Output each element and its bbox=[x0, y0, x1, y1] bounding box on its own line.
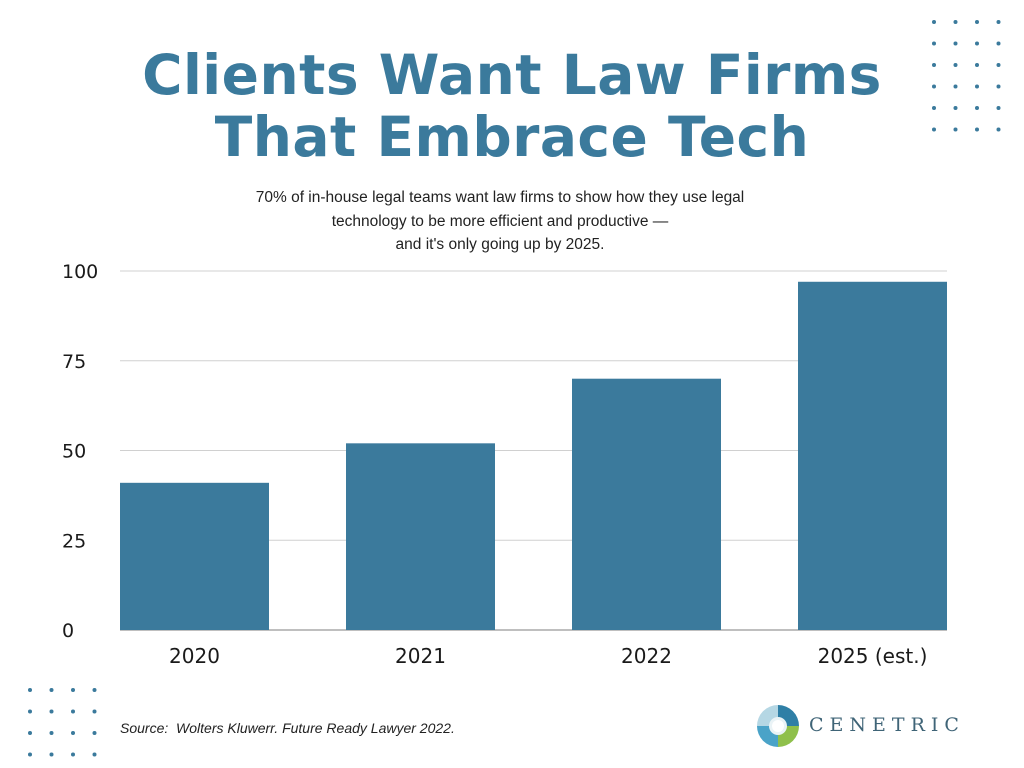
decorative-dot bbox=[996, 41, 1001, 46]
y-tick-label-50: 50 bbox=[62, 441, 86, 463]
bar-2025-est- bbox=[798, 281, 947, 630]
bar-2022 bbox=[572, 378, 721, 630]
decorative-dot bbox=[28, 709, 32, 714]
decorative-dot bbox=[932, 84, 936, 89]
title-line-2: That Embrace Tech bbox=[214, 105, 810, 169]
x-tick-label-2020: 2020 bbox=[169, 644, 220, 668]
decorative-dot bbox=[92, 731, 97, 735]
subtitle-line-3: and it's only going up by 2025. bbox=[395, 236, 605, 253]
decorative-dot bbox=[28, 731, 32, 735]
decorative-dot bbox=[996, 84, 1001, 89]
subtitle-line-1: 70% of in-house legal teams want law fir… bbox=[255, 189, 745, 206]
decorative-dot bbox=[71, 731, 75, 735]
decorative-dot bbox=[28, 688, 32, 692]
decorative-dot bbox=[932, 20, 936, 24]
x-axis-labels: 2020 2021 2022 2025 (est.) bbox=[169, 644, 927, 668]
bar-2020 bbox=[120, 482, 269, 630]
y-tick-label-100: 100 bbox=[62, 261, 98, 283]
decorative-dot bbox=[996, 106, 1001, 110]
y-axis-ticks: 0 25 50 75 100 bbox=[62, 261, 98, 642]
decorative-dot bbox=[953, 41, 958, 46]
decorative-dot bbox=[975, 63, 979, 67]
bars bbox=[120, 281, 947, 630]
decorative-dot-grid-top-right bbox=[932, 20, 1001, 132]
decorative-dot bbox=[49, 688, 54, 692]
decorative-dot bbox=[953, 20, 958, 24]
decorative-dot bbox=[92, 688, 97, 692]
decorative-dot bbox=[996, 127, 1001, 132]
x-tick-label-2022: 2022 bbox=[621, 644, 672, 668]
decorative-dot bbox=[996, 63, 1001, 67]
y-tick-label-0: 0 bbox=[62, 620, 74, 642]
title-line-1: Clients Want Law Firms bbox=[142, 43, 882, 107]
decorative-dot bbox=[932, 106, 936, 110]
decorative-dot bbox=[71, 709, 75, 714]
decorative-dot bbox=[49, 752, 54, 757]
decorative-dot bbox=[953, 106, 958, 110]
logo-text: CENETRIC bbox=[809, 714, 965, 736]
decorative-dot bbox=[975, 20, 979, 24]
decorative-dot bbox=[92, 709, 97, 714]
decorative-dot bbox=[932, 63, 936, 67]
decorative-dot-grid-bottom-left bbox=[28, 688, 97, 757]
decorative-dot bbox=[49, 731, 54, 735]
decorative-dot bbox=[932, 127, 936, 132]
decorative-dot bbox=[49, 709, 54, 714]
decorative-dot bbox=[28, 752, 32, 757]
chart-title: Clients Want Law Firms That Embrace Tech bbox=[0, 44, 1024, 168]
chart-subtitle: 70% of in-house legal teams want law fir… bbox=[150, 186, 850, 257]
bar-2021 bbox=[346, 443, 495, 630]
x-tick-label-2021: 2021 bbox=[395, 644, 446, 668]
cenetric-logo-icon bbox=[757, 705, 799, 747]
y-tick-label-25: 25 bbox=[62, 530, 86, 552]
decorative-dot bbox=[932, 41, 936, 46]
decorative-dot bbox=[953, 63, 958, 67]
decorative-dot bbox=[92, 752, 97, 757]
decorative-dot bbox=[953, 84, 958, 89]
source-note: Source: Wolters Kluwerr. Future Ready La… bbox=[120, 720, 455, 736]
decorative-dot bbox=[975, 106, 979, 110]
subtitle-line-2: technology to be more efficient and prod… bbox=[331, 212, 669, 230]
decorative-dot bbox=[975, 127, 979, 132]
decorative-dot bbox=[996, 20, 1001, 24]
y-tick-label-75: 75 bbox=[62, 351, 86, 373]
decorative-dot bbox=[953, 127, 958, 132]
decorative-dot bbox=[975, 41, 979, 46]
decorative-dot bbox=[71, 752, 75, 757]
decorative-dot bbox=[975, 84, 979, 89]
decorative-dot bbox=[71, 688, 75, 692]
x-tick-label-2025-est-: 2025 (est.) bbox=[818, 644, 928, 668]
cenetric-logo: CENETRIC bbox=[754, 702, 959, 752]
